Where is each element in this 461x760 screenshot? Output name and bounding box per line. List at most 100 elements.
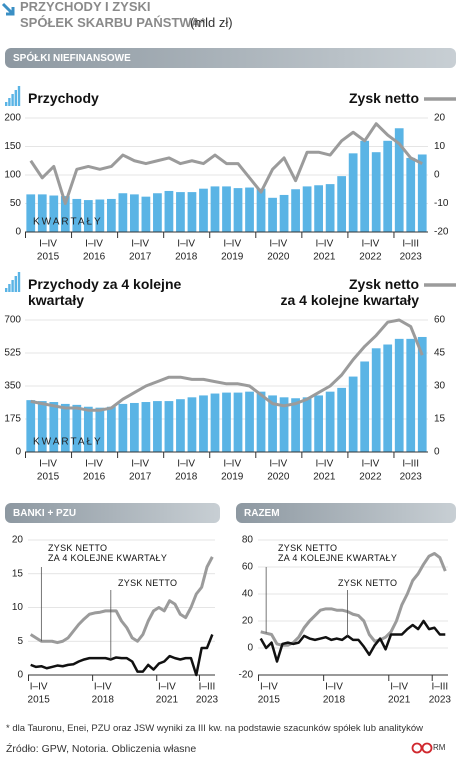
x-group-label: I–IV: [315, 459, 333, 470]
bar: [360, 140, 370, 232]
bar: [245, 187, 254, 232]
bar: [37, 194, 47, 232]
bar: [302, 397, 312, 452]
legend-label: Zysk netto za 4 kolejne kwartały: [280, 276, 419, 309]
legend-label: Przychody: [28, 90, 99, 106]
line-series: [259, 619, 446, 663]
x-group-year: 2023: [429, 695, 452, 706]
x-group-year: 2016: [83, 472, 106, 483]
bar: [394, 128, 404, 232]
legend-bar-icon: [8, 98, 11, 106]
series-label: ZYSK NETTO: [118, 578, 178, 588]
logo: RM: [433, 743, 446, 752]
x-group-label: I–III: [199, 682, 216, 693]
bar: [394, 338, 404, 452]
x-group-year: 2023: [196, 695, 219, 706]
y-tick-label: 0: [15, 447, 21, 458]
x-group-label: I–III: [432, 682, 449, 693]
x-group-year: 2016: [83, 252, 106, 263]
x-group-label: I–IV: [362, 459, 380, 470]
x-group-year: 2019: [221, 472, 244, 483]
series-label: ZYSK NETTO ZA 4 KOLEJNE KWARTAŁY: [48, 543, 168, 564]
bar: [417, 154, 427, 232]
annotation: KWARTAŁY: [33, 217, 103, 228]
x-group-year: 2018: [175, 252, 198, 263]
x-group-year: 2021: [156, 695, 179, 706]
title-line1: PRZYCHODY I ZYSKI: [20, 0, 151, 14]
x-group-year: 2022: [359, 252, 382, 263]
section-bar: [236, 503, 456, 523]
legend-label: Zysk netto: [348, 90, 419, 106]
y-tick-label: -20: [239, 670, 254, 681]
y2-tick-label: 15: [434, 414, 446, 425]
x-group-year: 2015: [37, 472, 60, 483]
bar: [26, 194, 36, 232]
legend-bar-icon: [8, 284, 11, 292]
bar: [325, 391, 335, 452]
x-group-label: I–IV: [269, 239, 287, 250]
x-group-label: I–III: [402, 459, 419, 470]
section-title: SPÓŁKI NIEFINANSOWE: [13, 51, 131, 64]
y2-tick-label: -10: [434, 198, 449, 209]
bar: [360, 361, 370, 452]
bar: [314, 395, 323, 452]
line-series: [30, 318, 424, 412]
section-title: BANKI + PZU: [13, 508, 76, 519]
title-line2: SPÓŁEK SKARBU PAŃSTWA*: [20, 15, 206, 30]
x-group-year: 2015: [37, 252, 60, 263]
y-tick-label: 50: [10, 198, 22, 209]
y2-tick-label: 45: [434, 348, 446, 359]
x-group-year: 2015: [258, 695, 281, 706]
x-group-label: I–IV: [39, 459, 57, 470]
bar: [164, 190, 174, 232]
bar: [302, 186, 312, 232]
x-group-label: I–IV: [94, 682, 112, 693]
bar: [210, 393, 220, 452]
bar: [118, 403, 128, 452]
bar: [199, 188, 208, 232]
x-group-label: I–IV: [315, 239, 333, 250]
y-tick-label: 0: [247, 643, 253, 654]
bar: [72, 198, 82, 232]
series-label: ZYSK NETTO: [338, 578, 398, 588]
y-tick-label: 80: [242, 535, 254, 546]
bar: [164, 401, 174, 452]
bar: [383, 140, 393, 232]
bar: [279, 397, 289, 452]
legend-bar-icon: [17, 272, 21, 292]
x-group-label: I–IV: [362, 239, 380, 250]
bar: [199, 395, 208, 452]
x-group-label: I–IV: [325, 682, 343, 693]
bar: [233, 392, 243, 452]
line-series: [29, 556, 214, 645]
y-tick-label: 15: [12, 568, 24, 579]
x-group-year: 2023: [400, 472, 423, 483]
bar: [106, 198, 116, 232]
x-group-label: I–IV: [30, 682, 48, 693]
x-group-year: 2022: [359, 472, 382, 483]
line-series: [30, 634, 214, 677]
x-group-label: I–IV: [390, 682, 408, 693]
bar: [141, 402, 151, 452]
y-tick-label: 200: [4, 113, 21, 124]
bar: [106, 406, 116, 452]
x-group-year: 2018: [175, 472, 198, 483]
unit: (mld zł): [190, 15, 233, 30]
bar: [176, 399, 185, 452]
x-group-year: 2018: [323, 695, 346, 706]
bar: [348, 376, 358, 452]
x-group-label: I–IV: [131, 239, 149, 250]
bar: [222, 392, 231, 452]
x-group-year: 2019: [221, 252, 244, 263]
bar: [49, 402, 59, 452]
bar: [187, 397, 197, 452]
bar: [371, 348, 381, 452]
bar: [95, 199, 105, 232]
bar: [406, 157, 416, 232]
y-tick-label: 60: [242, 562, 254, 573]
annotation: KWARTAŁY: [33, 437, 103, 448]
bar: [256, 391, 266, 452]
bar: [268, 395, 277, 452]
